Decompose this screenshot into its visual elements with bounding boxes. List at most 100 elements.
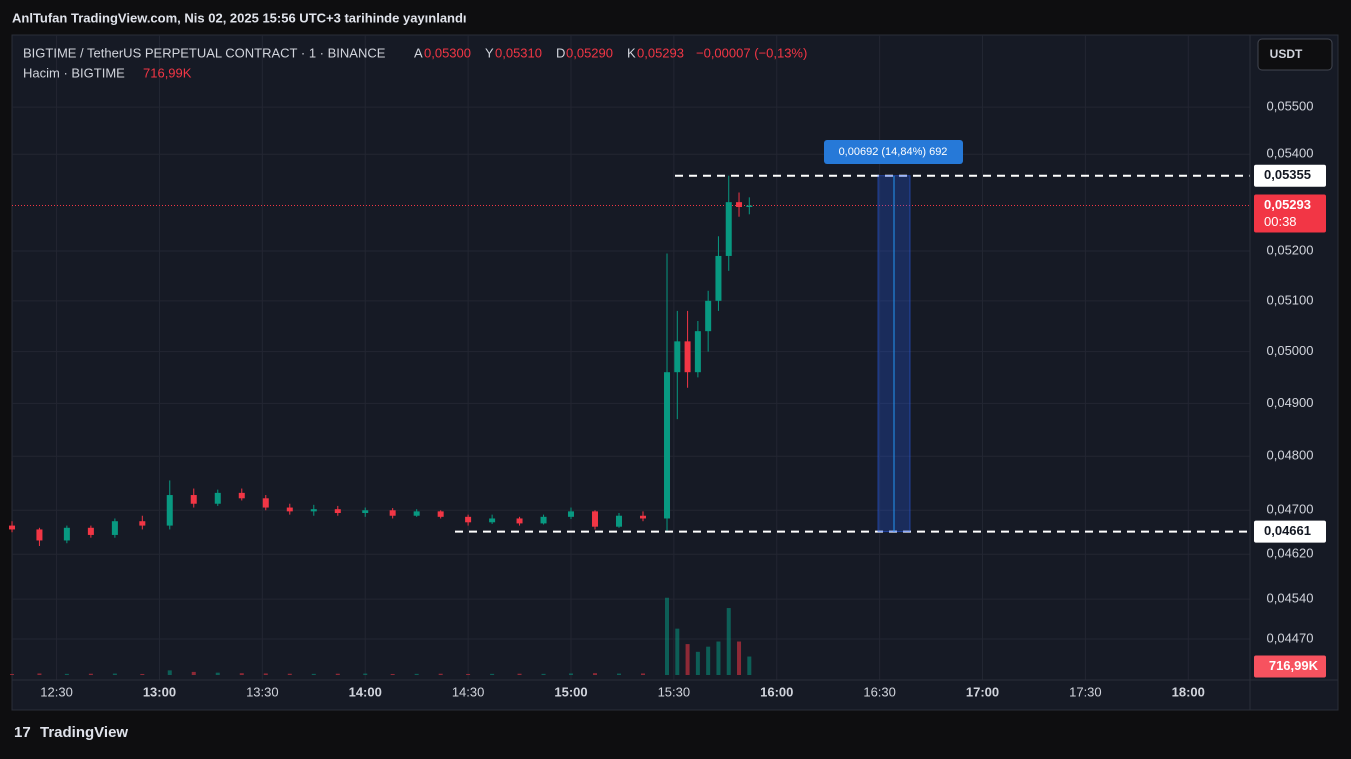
legend-change: −0,00007 (−0,13%) bbox=[696, 45, 807, 60]
y-tick-label: 0,04620 bbox=[1267, 546, 1314, 561]
price-tag-label: 0,05355 bbox=[1264, 167, 1311, 182]
volume-bar bbox=[140, 673, 145, 675]
price-tag bbox=[1254, 164, 1326, 187]
x-tick-label: 17:00 bbox=[966, 684, 999, 699]
volume-bar bbox=[263, 673, 268, 675]
candle-body bbox=[87, 527, 94, 535]
volume-bar bbox=[747, 656, 752, 675]
volume-bar bbox=[167, 670, 172, 675]
candle-body bbox=[214, 492, 221, 504]
candle-body bbox=[684, 341, 691, 373]
candle-body bbox=[694, 331, 701, 373]
volume-value: 716,99K bbox=[143, 65, 192, 80]
price-tag-countdown: 00:38 bbox=[1264, 214, 1297, 229]
candle-body bbox=[465, 516, 472, 523]
brand-logo: 17 bbox=[14, 724, 31, 741]
candle-body bbox=[389, 510, 396, 516]
legend-key: K bbox=[627, 45, 636, 60]
candle-body bbox=[36, 529, 43, 541]
legend-key: D bbox=[556, 45, 565, 60]
volume-bar bbox=[191, 671, 196, 675]
x-tick-label: 15:00 bbox=[554, 684, 587, 699]
candle-body bbox=[334, 509, 341, 514]
candle-body bbox=[705, 300, 712, 332]
volume-bar bbox=[438, 673, 443, 675]
x-tick-label: 13:30 bbox=[246, 684, 279, 699]
candle-body bbox=[725, 202, 732, 256]
x-tick-label: 15:30 bbox=[658, 684, 691, 699]
candle-body bbox=[286, 507, 293, 512]
y-tick-label: 0,04900 bbox=[1267, 395, 1314, 410]
price-tag bbox=[1254, 194, 1326, 233]
measure-label-bg bbox=[824, 140, 963, 164]
candle-body bbox=[437, 511, 444, 517]
legend-value: 0,05290 bbox=[566, 45, 613, 60]
y-tick-label: 0,04800 bbox=[1267, 448, 1314, 463]
volume-bar bbox=[641, 673, 646, 675]
candle-body bbox=[567, 511, 574, 517]
volume-name: Hacim · BIGTIME bbox=[23, 65, 125, 80]
candle-body bbox=[190, 495, 197, 504]
volume-bar bbox=[335, 673, 340, 675]
y-tick-label: 0,05200 bbox=[1267, 242, 1314, 257]
y-tick-label: 0,04470 bbox=[1267, 630, 1314, 645]
candle-body bbox=[746, 205, 753, 208]
volume-bar bbox=[726, 608, 731, 675]
volume-bar bbox=[706, 646, 711, 675]
candle-body bbox=[362, 510, 369, 514]
candle-body bbox=[489, 518, 496, 523]
volume-bar bbox=[490, 673, 495, 675]
price-tag bbox=[1254, 520, 1326, 543]
candle-body bbox=[310, 509, 317, 512]
candle-body bbox=[111, 521, 118, 535]
legend-value: 0,05293 bbox=[637, 45, 684, 60]
candle-body bbox=[9, 525, 15, 530]
candle-body bbox=[238, 492, 245, 499]
volume-bar bbox=[414, 673, 419, 675]
volume-bar bbox=[390, 673, 395, 675]
y-tick-label: 0,05100 bbox=[1267, 292, 1314, 307]
volume-bar bbox=[88, 673, 93, 675]
y-tick-label: 0,05400 bbox=[1267, 146, 1314, 161]
volume-bar bbox=[665, 597, 670, 675]
currency-button[interactable] bbox=[1257, 38, 1333, 71]
currency[interactable]: USDT bbox=[1270, 47, 1303, 61]
volume-bar bbox=[616, 673, 621, 675]
volume-bar bbox=[675, 628, 680, 675]
candle-body bbox=[736, 202, 743, 208]
volume-bar bbox=[363, 673, 368, 675]
candle-body bbox=[615, 515, 622, 527]
volume-bar bbox=[517, 673, 522, 675]
volume-bar bbox=[10, 673, 14, 675]
volume-bar bbox=[568, 673, 573, 675]
volume-bar bbox=[311, 673, 316, 675]
candle-body bbox=[715, 255, 722, 301]
x-tick-label: 14:00 bbox=[349, 684, 382, 699]
candle-body bbox=[664, 372, 671, 519]
candle-body bbox=[640, 515, 647, 519]
y-tick-label: 0,05500 bbox=[1267, 99, 1314, 114]
price-tag-label: 0,05293 bbox=[1264, 197, 1311, 212]
legend-key: A bbox=[414, 45, 423, 60]
volume-bar bbox=[541, 673, 546, 675]
x-tick-label: 14:30 bbox=[452, 684, 485, 699]
x-tick-label: 16:00 bbox=[760, 684, 793, 699]
y-tick-label: 0,04700 bbox=[1267, 502, 1314, 517]
legend-key: Y bbox=[485, 45, 494, 60]
price-tag-label: 0,04661 bbox=[1264, 523, 1311, 538]
candle-body bbox=[413, 511, 420, 516]
volume-tag-label: 716,99K bbox=[1269, 658, 1319, 673]
volume-bar bbox=[239, 673, 244, 675]
candle-body bbox=[540, 516, 547, 524]
volume-bar bbox=[737, 641, 742, 675]
y-tick-label: 0,04540 bbox=[1267, 591, 1314, 606]
x-tick-label: 16:30 bbox=[863, 684, 896, 699]
x-tick-label: 13:00 bbox=[143, 684, 176, 699]
candle-body bbox=[166, 495, 173, 526]
chart-pane bbox=[11, 34, 1339, 711]
candle-body bbox=[516, 518, 523, 524]
volume-bar bbox=[112, 673, 117, 675]
candle-body bbox=[63, 527, 70, 541]
volume-tag bbox=[1254, 655, 1326, 678]
